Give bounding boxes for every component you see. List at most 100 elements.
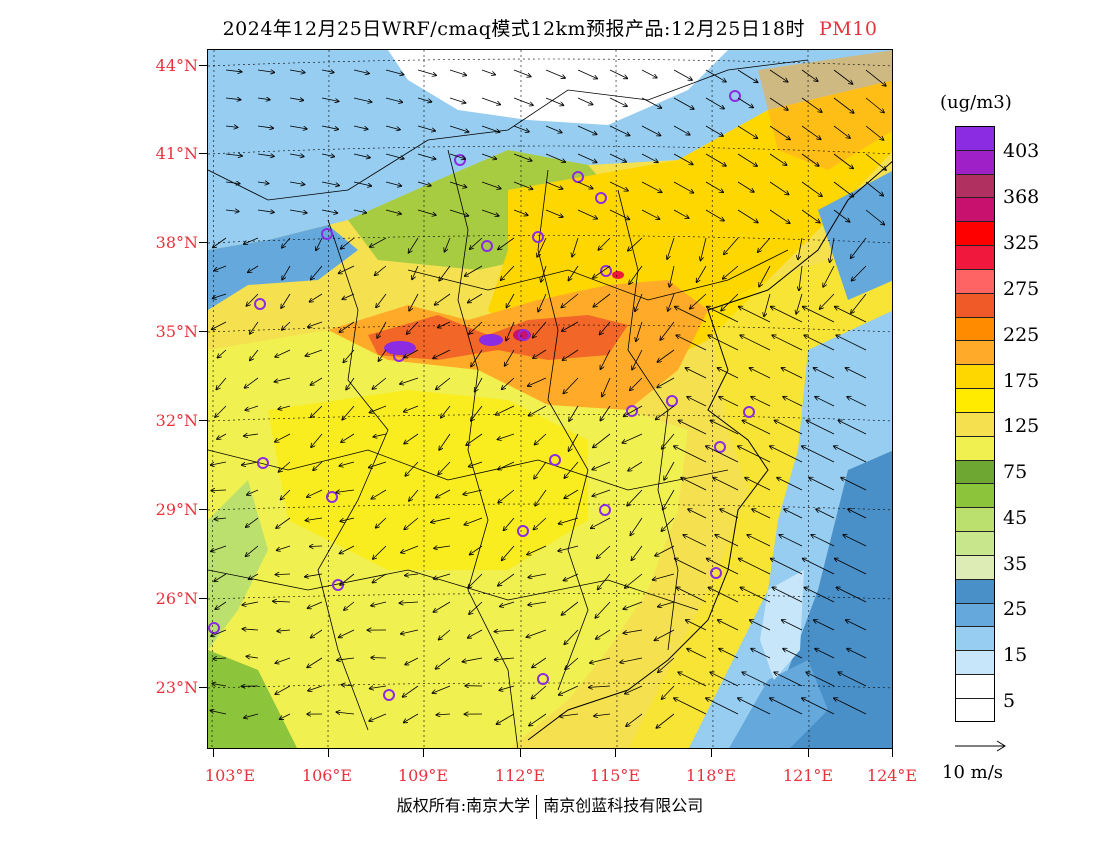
wind-vector [311,377,323,385]
wind-vector [747,535,771,547]
wind-vector [527,545,547,555]
wind-vector [246,517,259,527]
wind-vector [707,559,739,575]
wind-vector [772,335,803,351]
wind-vector [225,210,239,212]
wind-vector [673,97,694,109]
wind-vector [307,489,323,497]
wind-vector [321,97,339,101]
wind-vector [282,265,291,280]
wind-vector [720,509,739,519]
wind-vector [249,573,259,579]
wind-vector [628,237,643,251]
wind-vector [541,265,547,282]
wind-vector [669,265,675,287]
bohai-sea-zone [818,171,892,300]
lon-label: 118°E [685,766,737,785]
wind-vector [706,698,739,715]
wind-vector [705,209,724,221]
wind-vector [769,69,788,82]
wind-vector [816,509,835,519]
wind-vector [449,209,468,216]
wind-vector [405,574,419,576]
wind-vector [470,545,483,555]
wind-vector [769,181,789,195]
wind-vector [592,489,611,496]
wind-vector [401,629,419,634]
wind-vector [809,478,835,491]
wind-vector [273,601,291,602]
city-marker [729,90,741,102]
wind-vector [385,97,402,102]
wind-vector [609,153,626,162]
colorbar-label: 403 [1003,140,1040,162]
wind-vector [373,573,387,583]
city-marker [710,567,722,579]
wind-vector [462,657,483,662]
wind-vector [719,649,739,659]
wind-vector [321,209,337,213]
wind-vector [257,210,274,212]
wind-vector [245,377,259,388]
colorbar-label: 125 [1003,415,1040,437]
city-marker [743,406,755,418]
wind-vector [289,70,305,73]
wind-vector [468,573,483,588]
wind-vector [598,573,611,590]
wind-vector [435,293,451,305]
wind-vector [742,672,771,687]
wind-vector [687,397,707,407]
city-marker [518,329,530,341]
wind-vector [705,153,726,166]
wind-vector [342,405,355,420]
wind-vector [683,535,707,547]
wind-vector [678,672,707,687]
wind-vector [596,629,611,639]
wind-vector [534,517,547,530]
colorbar-swatch [956,627,994,652]
wind-vector [376,293,387,307]
wind-vector [501,265,515,280]
wind-vector [496,405,515,415]
wind-vector [533,321,547,338]
wind-vector [563,377,579,394]
wind-vector [545,153,565,162]
wind-vector [609,97,627,106]
wind-vector [212,321,227,329]
wind-vector [811,535,835,547]
colorbar-swatch [956,222,994,247]
wind-vector [463,489,483,494]
lon-label: 106°E [301,766,353,785]
wind-vector [545,97,564,105]
wind-vector [814,620,835,631]
wind-vector [815,649,835,659]
wind-vector [439,629,451,640]
wind-vector [370,405,387,413]
lat-tick [199,65,207,66]
wind-vector [470,237,483,249]
colorbar-swatch [956,675,994,699]
wind-vector [385,209,401,214]
wind-vector [377,321,387,338]
south-sea-zone [729,660,828,748]
wind-vector [865,69,886,86]
colorbar-swatch [956,436,994,461]
colorbar-swatch [956,269,994,294]
wind-vector [438,321,451,328]
wind-vector [436,489,451,498]
wind-vector [745,478,771,491]
wind-vector [545,125,562,133]
wind-vector [225,154,242,156]
wind-vector [577,153,597,162]
wind-vector [802,446,835,463]
wind-vector [564,629,579,644]
wind-vector [847,397,867,407]
wind-vector [721,293,739,311]
wind-vector [673,125,690,135]
wind-vector [737,209,758,223]
wind-vector [674,698,707,715]
lon-tick [520,749,521,757]
wind-vector [774,420,803,435]
wind-vector [625,573,643,588]
lat-label: 38°N [155,233,198,252]
